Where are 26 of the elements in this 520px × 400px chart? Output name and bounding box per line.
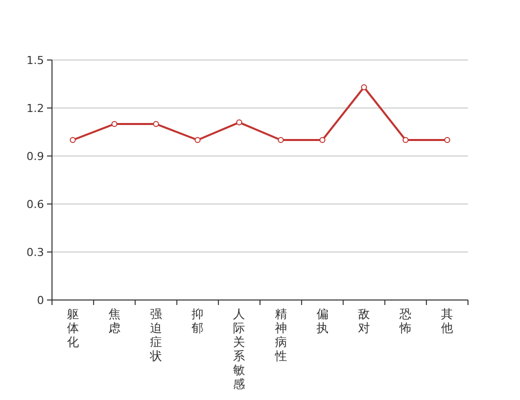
x-tick-label: 其他 bbox=[441, 307, 454, 335]
y-tick-label: 0 bbox=[37, 294, 44, 307]
x-tick-label: 躯体化 bbox=[66, 307, 79, 349]
y-tick-label: 0.3 bbox=[26, 246, 44, 259]
point bbox=[278, 137, 284, 143]
point bbox=[236, 119, 242, 126]
x-tick-label: 强迫症状 bbox=[149, 307, 162, 363]
x-tick-label: 精神病性 bbox=[274, 307, 287, 363]
x-tick-label: 人际关系敏感 bbox=[233, 307, 246, 391]
x-tick-label: 焦虑 bbox=[108, 307, 120, 335]
y-tick-label: 0.9 bbox=[26, 150, 44, 163]
point bbox=[402, 137, 409, 143]
point bbox=[153, 121, 159, 127]
y-tick-label: 1.5 bbox=[26, 54, 44, 67]
x-tick-label: 偏执 bbox=[316, 307, 328, 335]
x-tick-label: 抑郁 bbox=[192, 307, 204, 335]
point bbox=[319, 137, 326, 143]
point bbox=[361, 84, 367, 90]
point bbox=[70, 137, 76, 143]
point bbox=[194, 137, 201, 143]
y-tick-label: 1.2 bbox=[26, 102, 44, 115]
x-tick-label: 敌对 bbox=[358, 307, 370, 335]
point bbox=[111, 121, 118, 127]
y-tick-label: 0.6 bbox=[26, 198, 44, 211]
x-tick-label: 恐怖 bbox=[398, 307, 412, 335]
point bbox=[444, 137, 450, 143]
